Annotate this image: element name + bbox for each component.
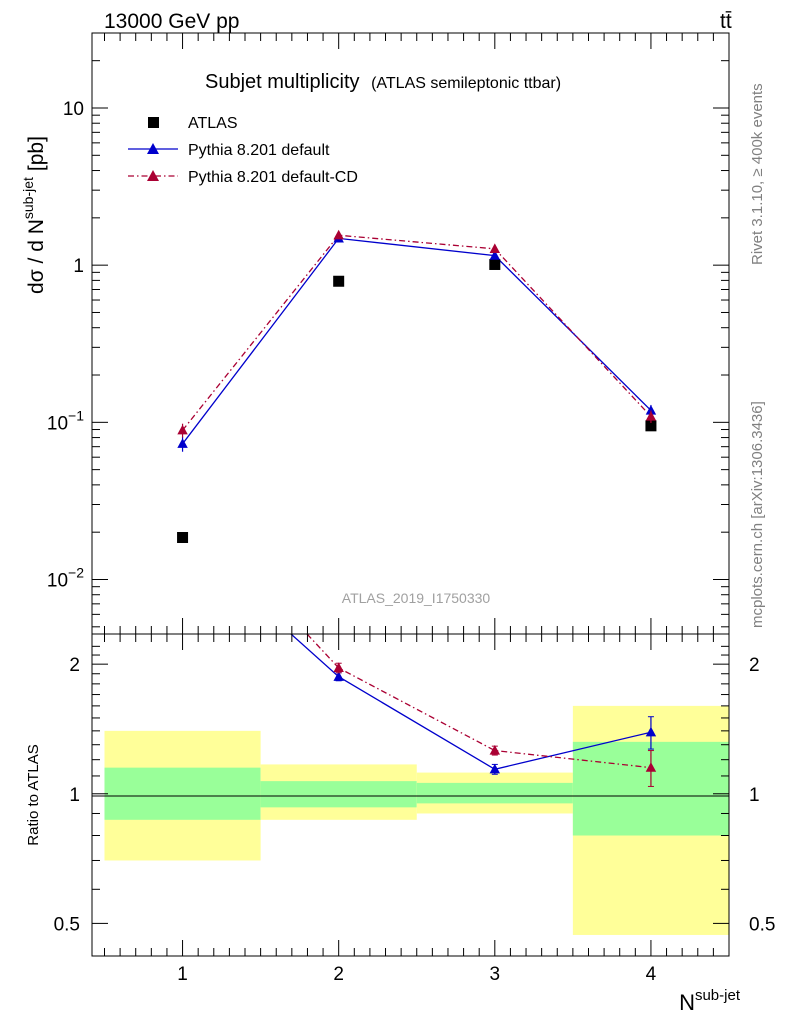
x-tick-label-2: 2 — [333, 964, 344, 985]
main-axis-ticks — [92, 32, 729, 634]
process-label: tt̄ — [720, 10, 732, 33]
ratio-tick-label-left-2: 2 — [69, 655, 80, 676]
legend-pythia-cd-label: Pythia 8.201 default-CD — [188, 169, 358, 186]
ratio-tick-label-right-1: 1 — [749, 785, 760, 806]
ratio-frame — [91, 633, 730, 957]
y-tick-label-0.1: 10−1 — [47, 407, 84, 434]
x-tick-label-1: 1 — [177, 964, 188, 985]
ratio-panel: 1 2 3 4 0.5 0.5 1 1 2 2 — [54, 633, 776, 985]
main-y-axis-label: dσ / d Nsub-jet [pb] — [20, 136, 48, 294]
ratio-y-axis-label: Ratio to ATLAS — [25, 744, 42, 845]
energy-label: 13000 GeV pp — [104, 10, 239, 33]
rivet-label: Rivet 3.1.10, ≥ 400k events — [749, 83, 766, 265]
mcplots-label: mcplots.cern.ch [arXiv:1306.3436] — [749, 401, 766, 628]
x-tick-label-4: 4 — [646, 964, 657, 985]
legend-pythia-default-label: Pythia 8.201 default — [188, 142, 330, 159]
legend-pythia-cd-marker — [147, 170, 159, 181]
x-axis-title: Nsub-jet — [679, 987, 741, 1015]
main-y-axis-label-sup: sub-jet — [20, 177, 36, 219]
main-series-marks — [177, 229, 657, 544]
ratio-tick-labels: 1 2 3 4 0.5 0.5 1 1 2 2 — [54, 655, 776, 985]
atlas-point-2 — [333, 275, 345, 287]
x-axis-label-sup: sub-jet — [695, 987, 741, 1004]
pythia-8-201-default-cd-point-3 — [489, 243, 501, 253]
main-tick-labels: 10−2 10−1 1 10 — [47, 99, 84, 592]
inner-band-2 — [260, 781, 417, 808]
ratio-series-marks — [333, 662, 657, 787]
pythia-8-201-default-point-3 — [489, 250, 501, 260]
ratio-tick-label-right-2: 2 — [749, 655, 760, 676]
chart-title: Subjet multiplicity (ATLAS semileptonic … — [205, 71, 561, 93]
x-axis-label-main: N — [679, 990, 695, 1015]
pythia-8-201-default-cd-ratio-point-3 — [489, 745, 501, 755]
pythia-8-201-default-ratio-point-4 — [645, 726, 657, 737]
chart-title-text: Subjet multiplicity — [205, 71, 360, 93]
pythia-8-201-default-ratio-point-2 — [333, 671, 344, 681]
pythia-8-201-default-point-4 — [645, 404, 657, 415]
atlas-point-4 — [645, 420, 657, 432]
pythia-8-201-default-point-1 — [177, 438, 188, 448]
y-tick-label-1: 1 — [73, 256, 84, 277]
atlas-point-1 — [177, 532, 189, 544]
ratio-uncertainty-bands — [104, 705, 729, 935]
pythia-8-201-default-cd-point-1 — [177, 424, 188, 435]
atlas-point-3 — [489, 258, 501, 270]
inner-band-3 — [416, 782, 573, 804]
x-tick-label-3: 3 — [490, 964, 501, 985]
legend-atlas-marker — [148, 117, 159, 128]
pythia-8-201-default-cd-ratio-line — [306, 633, 652, 769]
main-y-axis-label-unit: [pb] — [25, 136, 48, 171]
legend-pythia-default-marker — [147, 143, 159, 154]
analysis-watermark: ATLAS_2019_I1750330 — [342, 590, 491, 606]
ratio-axis-ticks — [92, 634, 729, 956]
legend: ATLAS Pythia 8.201 default Pythia 8.201 … — [128, 115, 358, 186]
chart-subtitle: (ATLAS semileptonic ttbar) — [371, 75, 561, 92]
main-y-axis-title: dσ / d Nsub-jet [pb] — [20, 136, 48, 294]
main-panel: 10−2 10−1 1 10 Subjet multiplicity (ATLAS s… — [47, 32, 730, 635]
ratio-tick-label-right-0.5: 0.5 — [749, 914, 775, 935]
pythia-8-201-default-cd-ratio-point-2 — [333, 662, 344, 673]
legend-atlas-label: ATLAS — [188, 115, 238, 132]
y-tick-label-10: 10 — [63, 99, 84, 120]
pythia-8-201-default-ratio-point-3 — [489, 763, 501, 774]
ratio-series-lines — [290, 633, 652, 770]
pythia-8-201-default-cd-ratio-point-4 — [645, 762, 657, 772]
pythia-8-201-default-cd-line — [182, 234, 652, 431]
main-y-axis-label-main: dσ / d N — [25, 219, 48, 294]
y-tick-label-0.01: 10−2 — [47, 564, 84, 591]
ratio-tick-label-left-1: 1 — [69, 785, 80, 806]
pythia-8-201-default-cd-point-2 — [333, 229, 344, 240]
ratio-tick-label-left-0.5: 0.5 — [54, 914, 80, 935]
main-series-lines — [182, 234, 652, 445]
pythia-8-201-default-line — [182, 237, 652, 445]
pythia-8-201-default-ratio-line — [290, 633, 652, 770]
pythia-8-201-default-cd-point-4 — [645, 410, 657, 421]
inner-band-1 — [104, 767, 261, 820]
